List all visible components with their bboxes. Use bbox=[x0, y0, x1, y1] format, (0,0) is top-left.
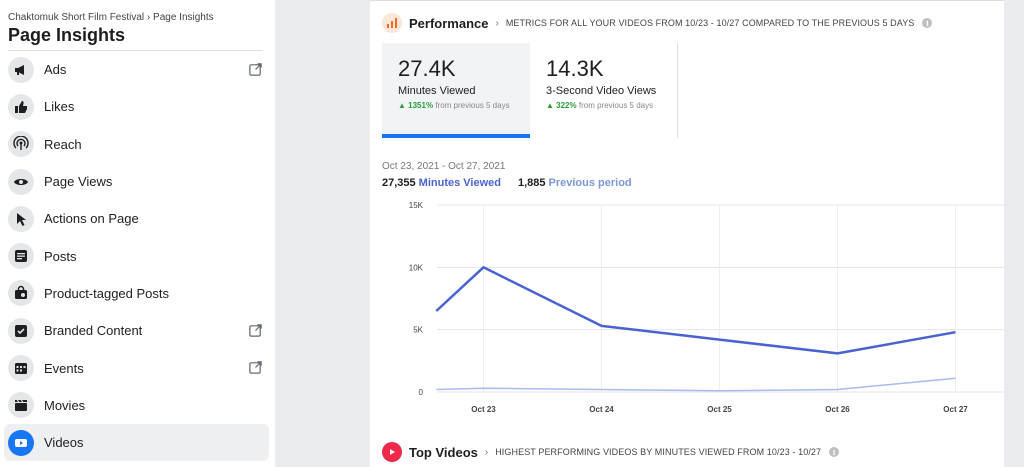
top-divider bbox=[370, 0, 1004, 1]
metric-delta: ▲ 322% from previous 5 days bbox=[546, 99, 666, 112]
sidebar-divider bbox=[8, 50, 263, 51]
chart-legend: 27,355 Minutes Viewed 1,885 Previous period bbox=[382, 177, 632, 189]
info-icon[interactable]: i bbox=[922, 18, 933, 28]
minutes-viewed-line-chart: 0 5K 10K 15K Oct 23 Oct 24 Oct 25 Oct 26 Oct 27 bbox=[409, 201, 1004, 414]
external-link-icon[interactable] bbox=[248, 323, 263, 338]
thumbs-up-icon bbox=[8, 93, 34, 120]
sidebar-item-posts[interactable]: Posts bbox=[4, 237, 269, 274]
main-content: Performance › METRICS FOR ALL YOUR VIDEO… bbox=[370, 0, 1004, 467]
sidebar-item-movies[interactable]: Movies bbox=[4, 387, 269, 424]
sidebar-item-label: Videos bbox=[44, 435, 84, 451]
sidebar-item-label: Posts bbox=[44, 248, 77, 264]
y-tick-label: 5K bbox=[413, 326, 423, 335]
sidebar-nav: Ads Likes Reach Page Views Action bbox=[4, 51, 269, 462]
x-tick-label: Oct 25 bbox=[707, 405, 732, 414]
sidebar-item-product-tagged-posts[interactable]: Product-tagged Posts bbox=[4, 275, 269, 312]
metric-card-3-second-views[interactable]: 14.3K 3-Second Video Views ▲ 322% from p… bbox=[530, 43, 678, 138]
sidebar-item-events[interactable]: Events bbox=[4, 349, 269, 386]
performance-title[interactable]: Performance bbox=[409, 15, 489, 31]
metric-delta-text: from previous 5 days bbox=[578, 101, 654, 110]
sidebar-item-label: Product-tagged Posts bbox=[44, 285, 170, 301]
calendar-icon bbox=[8, 355, 34, 382]
trend-up-icon: ▲ bbox=[398, 101, 406, 110]
series-line-minutes-viewed bbox=[435, 266, 956, 355]
sidebar-item-actions-on-page[interactable]: Actions on Page bbox=[4, 200, 269, 237]
top-videos-title[interactable]: Top Videos bbox=[409, 444, 478, 460]
legend-previous-label[interactable]: Previous period bbox=[548, 177, 632, 189]
x-tick-label: Oct 24 bbox=[589, 405, 614, 414]
sidebar: Chaktomuk Short Film Festival › Page Ins… bbox=[0, 0, 275, 467]
top-videos-header: Top Videos › HIGHEST PERFORMING VIDEOS B… bbox=[382, 442, 840, 462]
metric-value: 14.3K bbox=[546, 56, 604, 81]
x-tick-label: Oct 26 bbox=[825, 405, 850, 414]
sidebar-item-reach[interactable]: Reach bbox=[4, 126, 269, 163]
sidebar-item-page-views[interactable]: Page Views bbox=[4, 163, 269, 200]
y-tick-label: 0 bbox=[419, 388, 424, 397]
eye-icon bbox=[8, 168, 34, 195]
legend-previous-value: 1,885 bbox=[517, 177, 546, 189]
legend-current-label[interactable]: Minutes Viewed bbox=[418, 177, 501, 189]
breadcrumb[interactable]: Chaktomuk Short Film Festival › Page Ins… bbox=[8, 12, 214, 23]
performance-description: METRICS FOR ALL YOUR VIDEOS FROM 10/23 -… bbox=[505, 18, 915, 28]
info-icon[interactable]: i bbox=[829, 447, 840, 457]
chevron-right-icon: › bbox=[495, 17, 499, 29]
y-tick-label: 10K bbox=[409, 263, 424, 272]
sidebar-item-label: Ads bbox=[44, 62, 67, 78]
x-tick-label: Oct 23 bbox=[471, 405, 496, 414]
sidebar-item-branded-content[interactable]: Branded Content bbox=[4, 312, 269, 349]
posts-icon bbox=[8, 243, 34, 270]
metric-label: Minutes Viewed bbox=[398, 85, 476, 97]
performance-bars-icon bbox=[382, 13, 402, 33]
metric-delta-pct: 322% bbox=[556, 101, 577, 110]
top-videos-description: HIGHEST PERFORMING VIDEOS BY MINUTES VIE… bbox=[495, 447, 822, 457]
legend-current-value: 27,355 bbox=[382, 177, 416, 189]
metric-cards: 27.4K Minutes Viewed ▲ 1351% from previo… bbox=[382, 43, 678, 138]
page-title: Page Insights bbox=[8, 25, 126, 45]
sidebar-item-label: Branded Content bbox=[44, 323, 143, 339]
sidebar-item-label: Reach bbox=[44, 136, 82, 152]
external-link-icon[interactable] bbox=[248, 62, 263, 77]
sidebar-item-videos[interactable]: Videos bbox=[4, 423, 269, 462]
metric-delta: ▲ 1351% from previous 5 days bbox=[398, 99, 518, 112]
sidebar-item-label: Events bbox=[44, 360, 84, 376]
sidebar-item-likes[interactable]: Likes bbox=[4, 88, 269, 125]
metric-label: 3-Second Video Views bbox=[546, 85, 657, 97]
metric-value: 27.4K bbox=[398, 56, 456, 81]
chevron-right-icon: › bbox=[484, 446, 489, 458]
y-tick-label: 15K bbox=[409, 201, 424, 210]
shopping-bag-icon bbox=[8, 280, 34, 307]
external-link-icon[interactable] bbox=[248, 360, 263, 375]
video-play-icon bbox=[8, 429, 34, 456]
sidebar-item-label: Movies bbox=[44, 397, 86, 413]
metric-delta-text: from previous 5 days bbox=[435, 101, 510, 110]
clapperboard-icon bbox=[8, 392, 34, 419]
broadcast-icon bbox=[8, 131, 34, 158]
date-range: Oct 23, 2021 - Oct 27, 2021 bbox=[382, 161, 506, 172]
metric-delta-pct: 1351% bbox=[408, 101, 434, 110]
megaphone-icon bbox=[8, 56, 34, 83]
sidebar-item-label: Page Views bbox=[44, 174, 113, 190]
performance-header: Performance › METRICS FOR ALL YOUR VIDEO… bbox=[382, 13, 933, 33]
play-circle-icon bbox=[382, 442, 402, 462]
trend-up-icon: ▲ bbox=[546, 101, 554, 110]
metric-card-minutes-viewed[interactable]: 27.4K Minutes Viewed ▲ 1351% from previo… bbox=[382, 43, 530, 138]
branded-content-icon bbox=[8, 317, 34, 344]
sidebar-item-label: Likes bbox=[44, 99, 75, 115]
sidebar-item-label: Actions on Page bbox=[44, 211, 139, 227]
x-tick-label: Oct 27 bbox=[943, 405, 968, 414]
series-line-previous-period bbox=[436, 377, 956, 392]
sidebar-item-ads[interactable]: Ads bbox=[4, 51, 269, 88]
cursor-icon bbox=[8, 205, 34, 232]
